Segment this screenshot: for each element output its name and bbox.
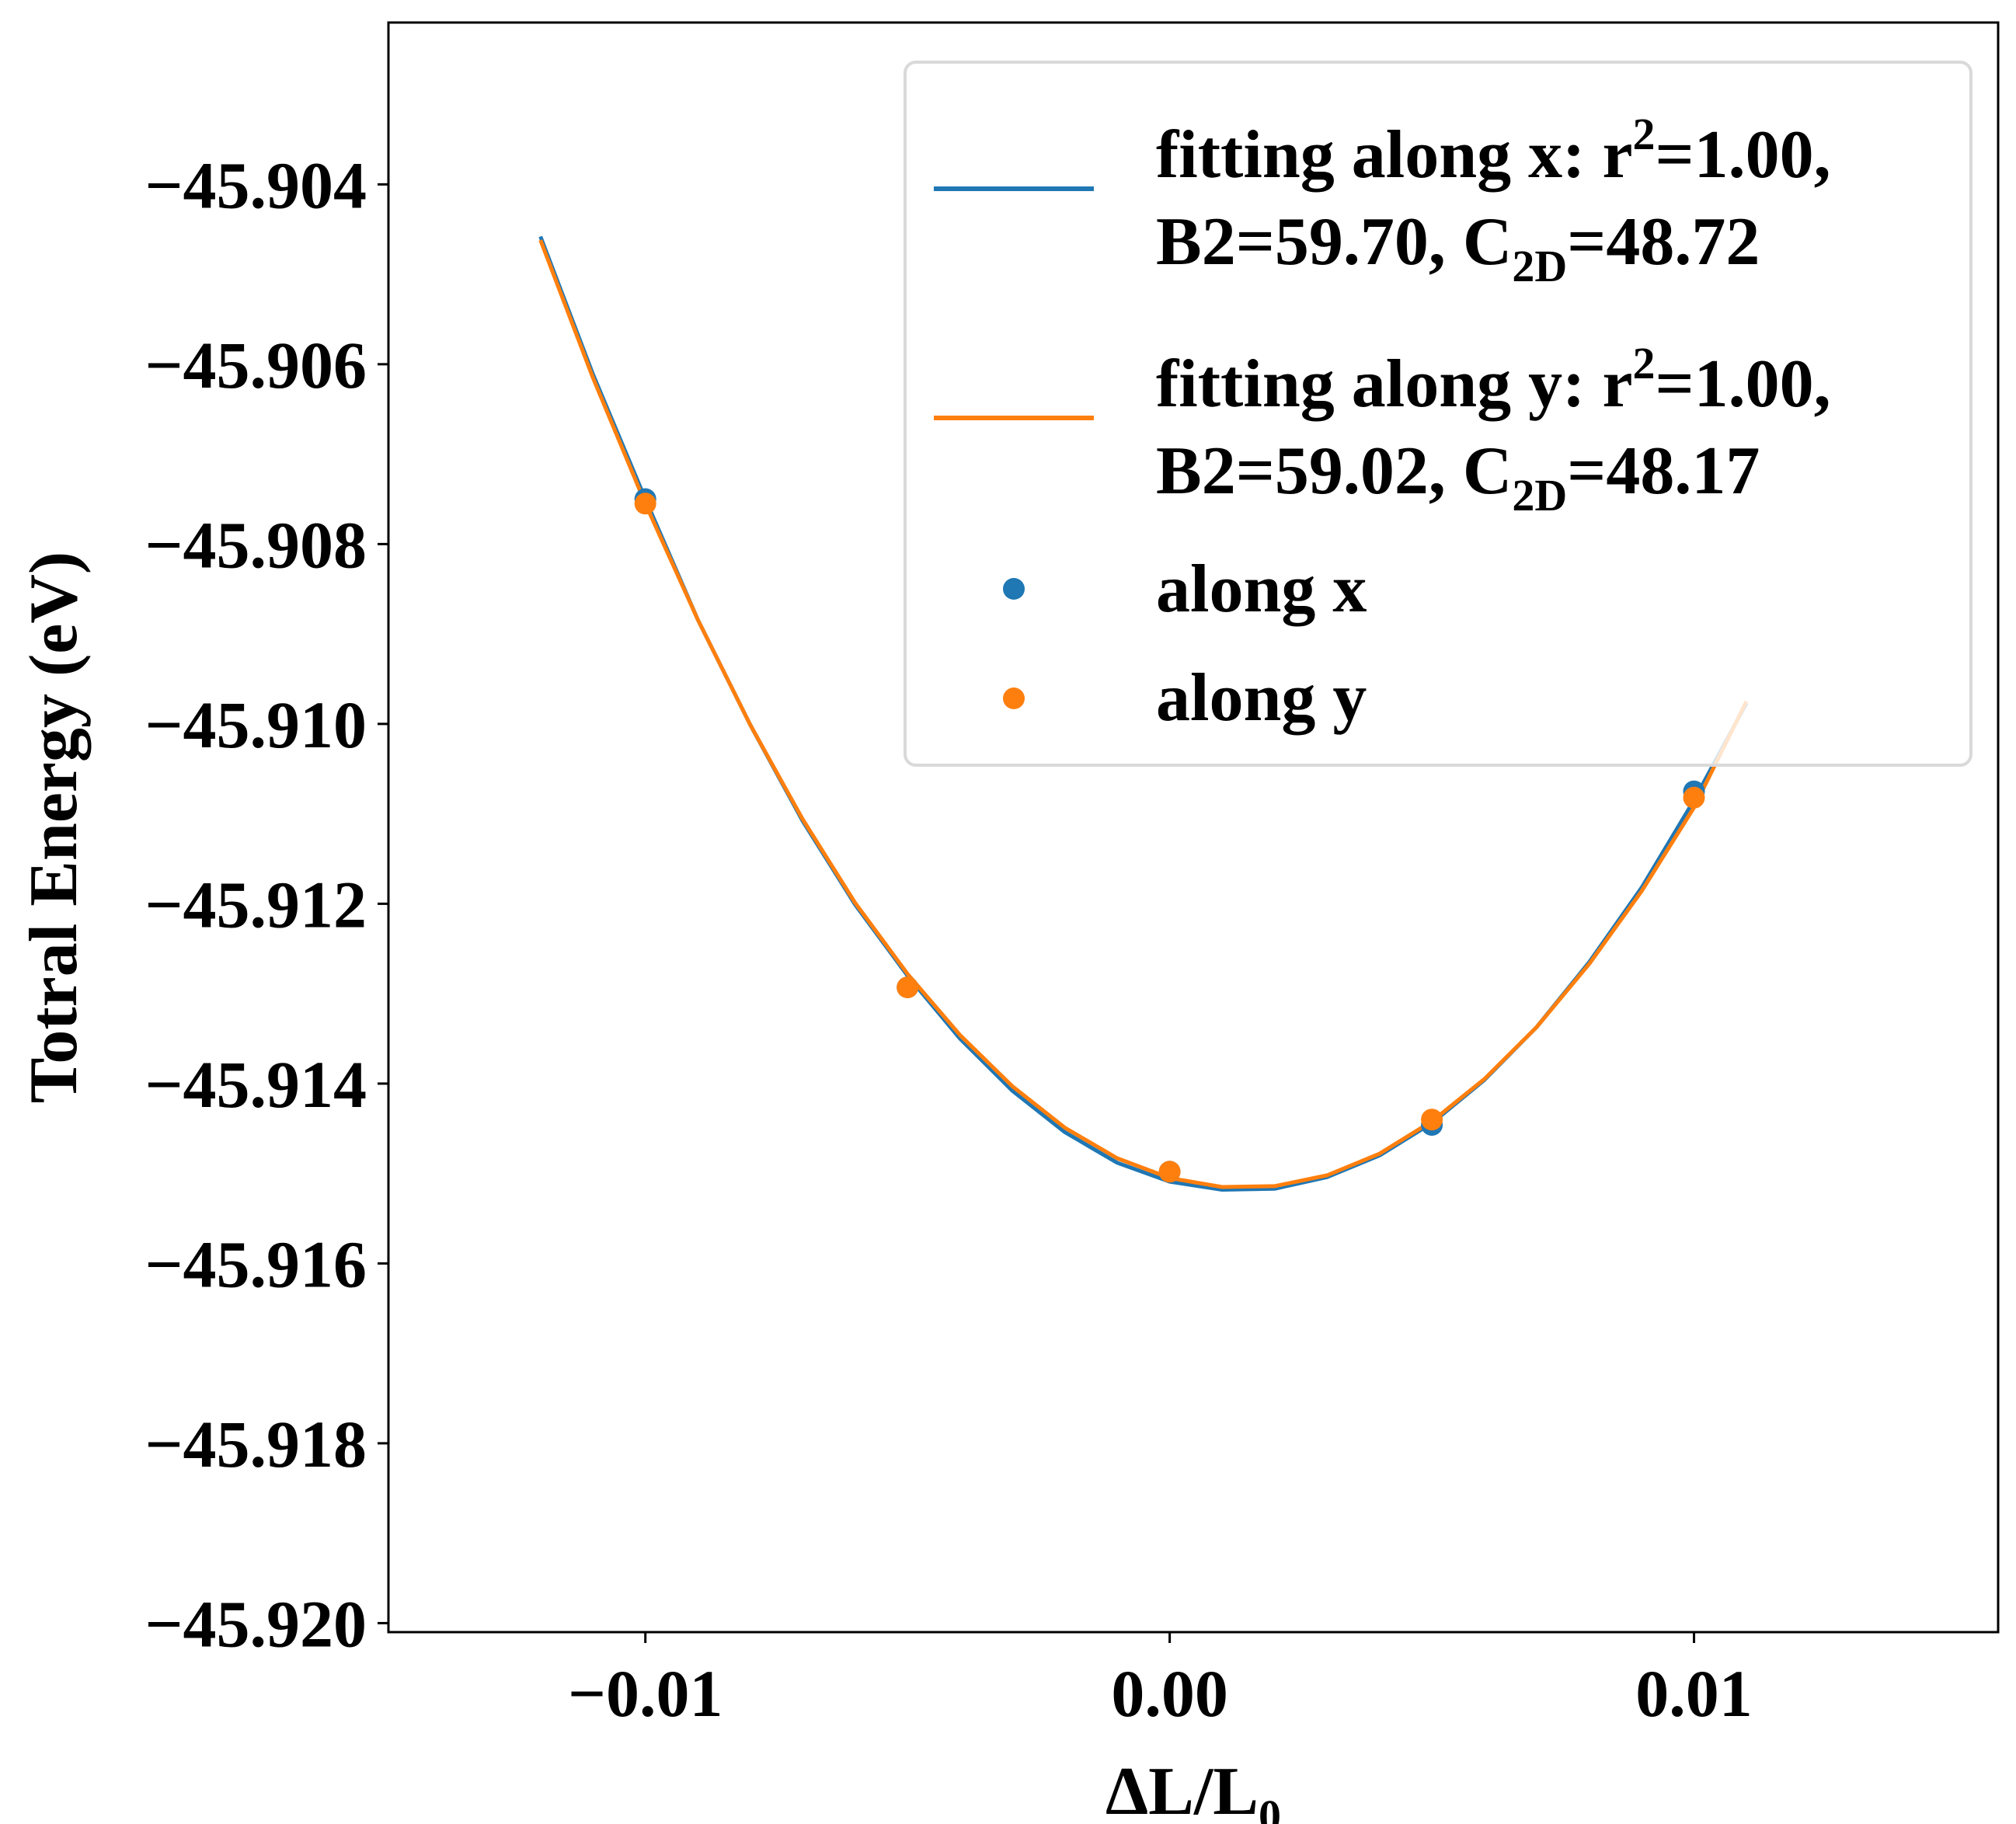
- y-tick-label: −45.920: [144, 1586, 367, 1661]
- legend-label-fit-x-line1: fitting along x: r2=1.00,: [1156, 109, 1831, 193]
- y-axis-ticks: −45.904 −45.906 −45.908 −45.910 −45.912 −45.9…: [144, 148, 388, 1661]
- y-axis-title: Totral Energy (eV): [16, 552, 92, 1103]
- legend-fit-x-superscript: 2: [1633, 109, 1656, 159]
- y-tick-label: −45.912: [144, 867, 367, 942]
- data-point-along-y: [897, 976, 919, 998]
- y-tick-label: −45.918: [144, 1407, 367, 1481]
- data-point-along-y: [1683, 786, 1705, 809]
- x-tick-label: 0.01: [1635, 1656, 1753, 1731]
- legend-fit-x-subscript: 2D: [1512, 241, 1567, 291]
- data-point-along-y: [1421, 1109, 1443, 1131]
- y-tick-label: −45.908: [144, 507, 367, 582]
- y-tick-label: −45.914: [144, 1047, 367, 1122]
- y-tick-label: −45.916: [144, 1227, 367, 1301]
- legend-label-fit-y-line1: fitting along y: r2=1.00,: [1156, 338, 1831, 422]
- legend-label-along-y: along y: [1156, 660, 1367, 736]
- legend-label-fit-y-line2: B2=59.02, C2D=48.17: [1156, 433, 1760, 520]
- x-axis-title-subscript: 0: [1259, 1791, 1281, 1824]
- legend-fit-y-subscript: 2D: [1512, 470, 1567, 520]
- legend-label-along-x: along x: [1156, 552, 1367, 627]
- plot-marks: [538, 235, 1749, 1192]
- x-axis-title: ΔL/L0: [1105, 1754, 1281, 1824]
- legend-fit-y-superscript: 2: [1633, 338, 1656, 388]
- legend-marker-along-y: [1003, 687, 1025, 709]
- legend-label-fit-x-line2: B2=59.70, C2D=48.72: [1156, 204, 1760, 291]
- y-tick-label: −45.904: [144, 148, 367, 222]
- data-point-along-y: [1158, 1161, 1181, 1183]
- y-tick-label: −45.910: [144, 687, 367, 762]
- x-tick-label: 0.00: [1111, 1656, 1228, 1731]
- data-point-along-y: [634, 493, 656, 515]
- series-line-fitting-along-y: [538, 239, 1749, 1189]
- y-tick-label: −45.906: [144, 328, 367, 402]
- legend-marker-along-x: [1003, 578, 1025, 600]
- x-axis-ticks: −0.01 0.00 0.01: [568, 1632, 1753, 1731]
- x-tick-label: −0.01: [568, 1656, 723, 1731]
- plot-frame: [387, 21, 2000, 1634]
- legend-box: [904, 61, 1972, 767]
- legend: fitting along x: r2=1.00, B2=59.70, C2D=…: [904, 61, 1972, 767]
